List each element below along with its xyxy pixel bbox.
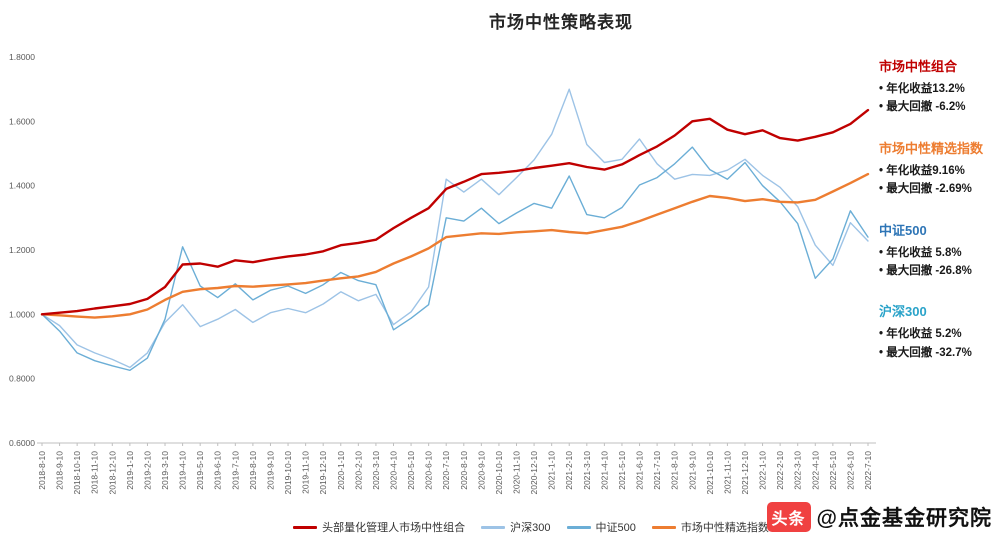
- series-line-hs300: [41, 88, 869, 369]
- y-axis-tick-label: 1.8000: [9, 52, 35, 62]
- legend-swatch-select-index: [651, 525, 676, 529]
- series-line-portfolio: [40, 108, 870, 316]
- annotation-stat: • 年化收益 5.8%: [879, 246, 962, 259]
- annotation-title: 沪深300: [879, 304, 927, 320]
- annotation-group: 市场中性组合 • 年化收益13.2% • 最大回撤 -6.2%: [879, 56, 1001, 117]
- annotation-title: 市场中性精选指数: [879, 140, 984, 156]
- x-axis-tick-label: 2021-7-10: [652, 451, 662, 490]
- x-axis-tick-label: 2021-2-10: [564, 451, 574, 490]
- x-axis-tick-label: 2021-1-10: [547, 451, 557, 490]
- annotation-stat: • 年化收益 5.2%: [879, 328, 962, 341]
- y-axis-tick-label: 0.8000: [9, 374, 35, 384]
- x-axis-tick-label: 2022-1-10: [758, 451, 768, 490]
- x-axis-tick-label: 2019-9-10: [265, 451, 275, 490]
- annotation-stat: • 最大回撤 -32.7%: [879, 346, 972, 359]
- x-axis-tick-label: 2020-10-10: [494, 451, 504, 495]
- x-axis-tick-label: 2022-7-10: [863, 451, 873, 490]
- annotation-group: 中证500 • 年化收益 5.8% • 最大回撤 -26.8%: [879, 220, 1001, 281]
- x-axis-tick-label: 2019-4-10: [178, 451, 188, 490]
- legend-label: 沪深300: [510, 522, 551, 534]
- x-axis-tick-label: 2019-2-10: [142, 451, 152, 490]
- legend-label: 头部量化管理人市场中性组合: [322, 522, 466, 534]
- annotation-title: 中证500: [879, 222, 927, 238]
- x-axis-tick-label: 2018-12-10: [107, 451, 117, 495]
- x-axis-tick-label: 2020-9-10: [476, 451, 486, 490]
- x-axis-tick-label: 2019-11-10: [301, 451, 311, 494]
- y-axis-tick-label: 1.4000: [9, 181, 35, 191]
- x-axis-tick-label: 2019-6-10: [213, 451, 223, 490]
- x-axis-tick-label: 2022-4-10: [810, 451, 820, 490]
- x-axis-tick-label: 2020-11-10: [512, 451, 522, 494]
- x-axis-tick-label: 2021-10-10: [705, 451, 715, 495]
- x-axis-tick-label: 2018-8-10: [37, 451, 47, 490]
- annotation-stat: • 最大回撤 -6.2%: [879, 101, 966, 114]
- y-axis-tick-label: 1.2000: [9, 245, 35, 255]
- x-axis-tick-label: 2019-5-10: [195, 451, 205, 490]
- x-axis-tick-label: 2022-3-10: [793, 451, 803, 490]
- x-axis-tick-label: 2019-8-10: [248, 451, 258, 490]
- x-axis-tick-label: 2018-10-10: [72, 451, 82, 495]
- legend: 头部量化管理人市场中性组合 沪深300 中证500 市场中性精选指数: [60, 519, 1002, 535]
- annotation-stat: • 年化收益9.16%: [879, 164, 965, 177]
- x-axis-tick-label: 2021-4-10: [599, 451, 609, 490]
- legend-swatch-portfolio: [293, 525, 318, 529]
- annotation-group: 沪深300 • 年化收益 5.2% • 最大回撤 -32.7%: [879, 301, 1001, 362]
- watermark-text: @点金基金研究院: [816, 507, 992, 530]
- legend-label: 中证500: [595, 522, 636, 534]
- series-line-select-index: [40, 172, 870, 319]
- x-axis-tick-label: 2020-12-10: [529, 451, 539, 495]
- annotation-panel: 市场中性组合 • 年化收益13.2% • 最大回撤 -6.2% 市场中性精选指数…: [879, 56, 1001, 383]
- x-axis-tick-label: 2019-3-10: [160, 451, 170, 490]
- x-axis-tick-label: 2019-12-10: [318, 451, 328, 495]
- x-axis-tick-label: 2019-7-10: [230, 451, 240, 490]
- annotation-stat: • 最大回撤 -2.69%: [879, 183, 972, 196]
- x-axis-tick-label: 2021-5-10: [617, 451, 627, 490]
- x-axis-tick-label: 2018-9-10: [55, 451, 65, 490]
- y-axis-tick-label: 0.6000: [9, 438, 35, 448]
- x-axis-tick-label: 2020-5-10: [406, 451, 416, 490]
- chart-title: 市场中性策略表现: [489, 13, 633, 32]
- x-axis-tick-label: 2020-1-10: [336, 451, 346, 490]
- x-axis-tick-label: 2021-8-10: [670, 451, 680, 490]
- legend-item: 市场中性精选指数: [651, 519, 769, 535]
- legend-swatch-hs300: [481, 525, 506, 529]
- legend-label: 市场中性精选指数: [680, 522, 769, 534]
- legend-item: 中证500: [566, 519, 636, 535]
- x-axis-tick-label: 2021-9-10: [687, 451, 697, 490]
- x-axis-tick-label: 2022-5-10: [828, 451, 838, 490]
- annotation-stat: • 年化收益13.2%: [879, 83, 965, 95]
- series-line-zz500: [41, 146, 869, 371]
- x-axis-tick-label: 2022-2-10: [775, 451, 785, 490]
- x-axis-tick-label: 2019-10-10: [283, 451, 293, 495]
- y-axis-tick-label: 1.6000: [9, 116, 35, 126]
- x-axis-tick-label: 2021-3-10: [582, 451, 592, 490]
- legend-item: 头部量化管理人市场中性组合: [293, 519, 465, 535]
- x-axis-tick-label: 2020-6-10: [424, 451, 434, 490]
- x-axis-tick-label: 2020-3-10: [371, 451, 381, 490]
- legend-item: 沪深300: [481, 519, 551, 535]
- toutiao-logo-icon: 头条: [766, 502, 811, 532]
- x-axis-tick-label: 2020-2-10: [353, 451, 363, 490]
- annotation-stat: • 最大回撤 -26.8%: [879, 264, 972, 277]
- x-axis-tick-label: 2019-1-10: [125, 451, 135, 490]
- annotation-title: 市场中性组合: [879, 59, 958, 74]
- y-axis-tick-label: 1.0000: [9, 309, 35, 319]
- legend-swatch-zz500: [566, 525, 591, 529]
- watermark: 头条 @点金基金研究院: [766, 502, 993, 532]
- x-axis-tick-label: 2021-12-10: [740, 451, 750, 495]
- annotation-group: 市场中性精选指数 • 年化收益9.16% • 最大回撤 -2.69%: [879, 138, 1001, 199]
- x-axis-tick-label: 2020-4-10: [388, 451, 398, 490]
- x-axis-tick-label: 2020-7-10: [441, 451, 451, 490]
- x-axis-tick-label: 2021-11-10: [722, 451, 732, 494]
- x-axis-tick-label: 2020-8-10: [459, 451, 469, 490]
- x-axis-tick-label: 2018-11-10: [90, 451, 100, 494]
- x-axis-tick-label: 2022-6-10: [845, 451, 855, 490]
- x-axis-tick-label: 2021-6-10: [635, 451, 645, 490]
